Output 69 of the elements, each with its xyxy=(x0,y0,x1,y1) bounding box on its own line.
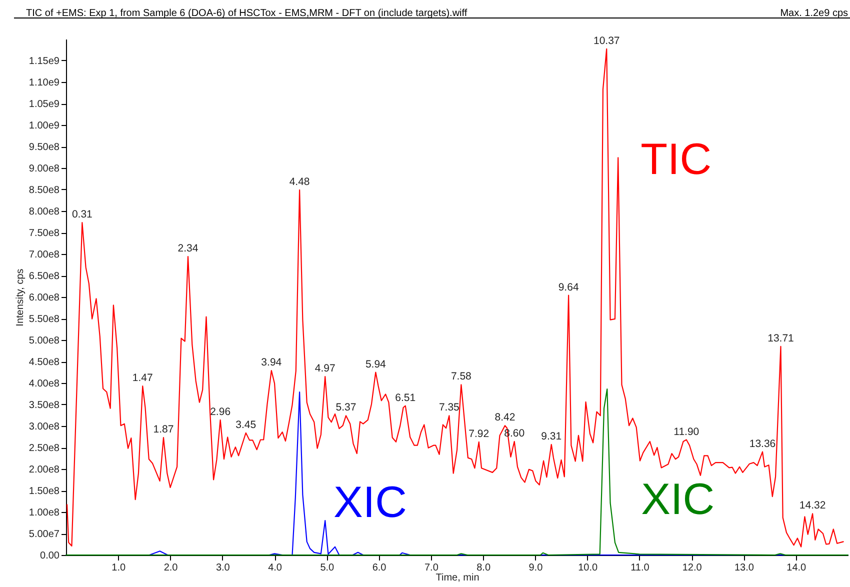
y-tick-label: 8.00e8 xyxy=(28,206,60,218)
annotation: 10.37 xyxy=(593,34,620,47)
annotation: 5.94 xyxy=(365,358,386,370)
annotation: 3.45 xyxy=(236,418,256,431)
x-tick-label: 10.0 xyxy=(578,562,598,574)
y-tick-label: 8.50e8 xyxy=(28,185,60,196)
annotation: 2.34 xyxy=(178,242,198,255)
y-tick-label: 4.50e8 xyxy=(28,357,60,368)
x-tick-label: 2.0 xyxy=(164,562,178,574)
x-tick-label: 13.0 xyxy=(734,562,754,574)
x-tick-label: 14.0 xyxy=(786,562,807,574)
y-tick-label: 1.00e9 xyxy=(28,120,60,132)
annotation: 11.90 xyxy=(674,426,700,438)
x-tick-label: 11.0 xyxy=(630,562,650,574)
y-tick-label: 5.00e8 xyxy=(28,336,60,346)
line-series xyxy=(66,48,844,548)
y-tick-label: 1.00e8 xyxy=(28,508,60,518)
annotation: 7.58 xyxy=(450,370,472,383)
x-tick-label: 6.0 xyxy=(372,562,387,574)
annotation: 9.31 xyxy=(541,430,562,442)
series-label: TIC xyxy=(640,134,712,184)
x-tick-label: 7.0 xyxy=(424,562,439,574)
annotation: 13.71 xyxy=(768,332,794,344)
x-tick-label: 12.0 xyxy=(682,562,702,574)
x-axis-title: Time, min xyxy=(436,572,480,584)
annotation: 5.37 xyxy=(336,402,356,414)
y-axis-title: Intensity, cps xyxy=(14,268,26,326)
series-label: XIC xyxy=(334,478,407,528)
y-tick-label: 5.00e7 xyxy=(28,529,60,540)
annotation: 1.47 xyxy=(132,372,154,384)
annotation: 8.42 xyxy=(494,412,516,424)
y-tick-label: 4.00e8 xyxy=(28,378,60,390)
y-tick-label: 2.50e8 xyxy=(28,443,60,454)
y-tick-label: 1.50e8 xyxy=(28,486,60,497)
y-tick-label: 1.05e9 xyxy=(28,99,60,110)
chart-title: TIC of +EMS: Exp 1, from Sample 6 (DOA-6) of HSCTox - EMS,MRM - DFT on (include targets).wiff xyxy=(26,8,468,19)
annotation: 9.64 xyxy=(558,281,579,294)
x-tick-label: 9.0 xyxy=(528,562,544,574)
x-tick-label: 4.0 xyxy=(268,562,282,574)
y-tick-label: 3.00e8 xyxy=(28,422,60,432)
y-tick-label: 3.50e8 xyxy=(28,400,60,411)
x-tick-label: 1.0 xyxy=(112,562,126,574)
annotation: 13.36 xyxy=(749,438,776,450)
y-tick-label: 1.15e9 xyxy=(28,56,60,67)
annotation: 4.48 xyxy=(289,176,310,188)
y-tick-label: 9.50e8 xyxy=(28,142,60,153)
y-tick-label: 9.00e8 xyxy=(28,164,60,174)
annotation: 2.96 xyxy=(210,406,231,418)
y-tick-label: 1.10e9 xyxy=(28,78,60,88)
y-tick-label: 7.50e8 xyxy=(28,228,60,239)
annotation: 7.35 xyxy=(438,402,460,414)
series-label: XIC xyxy=(641,475,715,524)
y-tick-label: 7.00e8 xyxy=(28,250,60,260)
x-tick-label: 3.0 xyxy=(216,562,230,574)
text: Max. 1.2e9 cps xyxy=(780,8,848,19)
y-tick-label: 5.50e8 xyxy=(28,314,60,325)
x-tick-label: 5.0 xyxy=(320,562,335,574)
y-tick-label: 6.50e8 xyxy=(28,271,60,282)
annotation: 7.92 xyxy=(468,428,490,440)
x-tick-label: 8.0 xyxy=(476,562,491,574)
y-tick-label: 2.00e8 xyxy=(28,464,60,476)
annotation: 3.94 xyxy=(261,356,282,369)
annotation: 0.31 xyxy=(72,208,93,221)
y-tick-label: 0.00 xyxy=(40,550,60,562)
y-tick-label: 6.00e8 xyxy=(28,292,60,304)
annotation: 14.32 xyxy=(799,500,826,512)
annotation: 4.97 xyxy=(314,362,336,375)
annotation: 1.87 xyxy=(153,424,174,436)
annotation: 6.51 xyxy=(395,392,416,404)
